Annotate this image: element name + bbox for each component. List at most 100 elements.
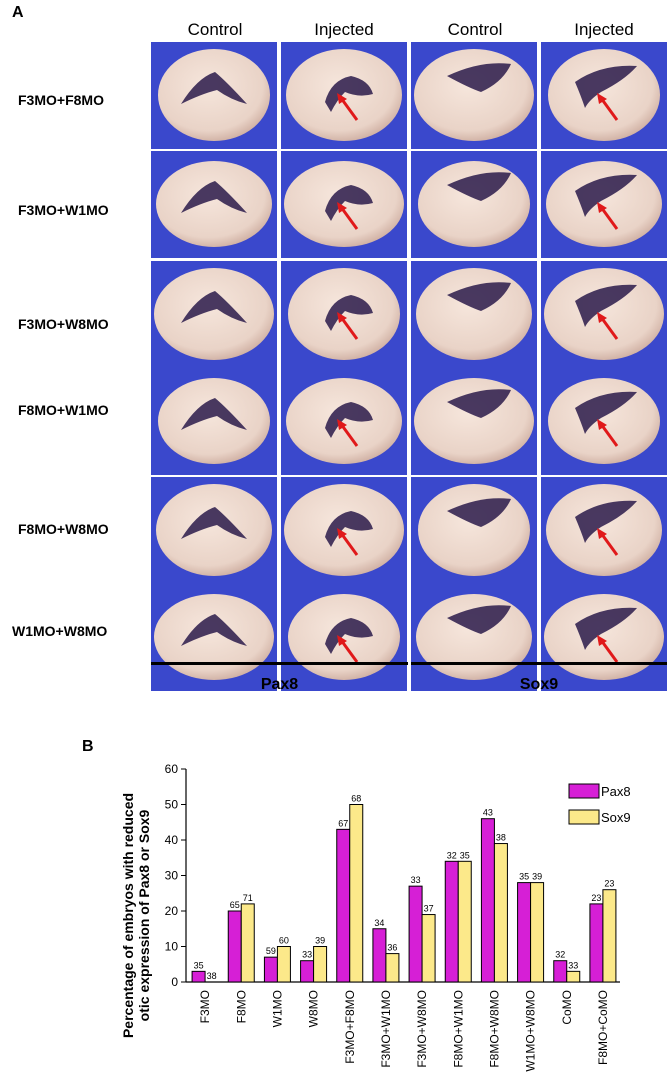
sox9-group-bracket	[411, 662, 667, 665]
bar-count-label: 32	[555, 950, 565, 960]
red-arrow-icon	[597, 93, 619, 121]
gene-expression-stain	[181, 614, 247, 646]
pax8-group-label: Pax8	[260, 676, 299, 693]
y-axis-label-line-2: otic expression of Pax8 or Sox9	[136, 809, 152, 1021]
bar-count-label: 23	[604, 879, 614, 889]
row-label-f8mo-w1mo: F8MO+W1MO	[18, 402, 109, 418]
embryo-photo	[281, 42, 407, 149]
red-arrow-icon	[597, 635, 619, 663]
bar-count-label: 43	[483, 808, 493, 818]
bar-pax8	[444, 860, 459, 983]
embryo	[156, 484, 272, 576]
x-tick-label: F8MO+W1MO	[451, 990, 465, 1068]
gene-expression-stain	[325, 402, 373, 438]
bar-sox9	[385, 953, 400, 983]
gene-expression-stain	[325, 185, 373, 221]
x-tick-label: F8MO	[234, 990, 248, 1023]
gene-expression-stain	[181, 72, 247, 104]
embryo-photo	[281, 151, 407, 258]
embryo-photo	[151, 261, 277, 368]
gene-expression-stain	[181, 398, 247, 430]
embryo-photo	[411, 42, 537, 149]
bar-count-label: 38	[207, 971, 217, 981]
embryo	[548, 49, 660, 141]
gene-expression-stain	[447, 389, 511, 418]
legend-swatch-pax8	[568, 783, 600, 799]
x-tick-label: F3MO+F8MO	[343, 990, 357, 1064]
bar-pax8	[480, 818, 495, 983]
gene-expression-stain	[181, 181, 247, 213]
embryo-photo	[541, 584, 667, 691]
embryo	[286, 49, 402, 141]
gene-expression-stain	[447, 605, 511, 634]
bar-pax8	[227, 910, 242, 983]
row-label-w1mo-w8mo: W1MO+W8MO	[12, 623, 108, 639]
embryo-photo	[151, 368, 277, 475]
x-tick-label: W1MO+W8MO	[524, 990, 538, 1072]
y-tick-label: 30	[165, 869, 179, 883]
embryo	[154, 268, 274, 360]
x-tick-label: F8MO+CoMO	[596, 990, 610, 1065]
y-tick-label: 20	[165, 904, 179, 918]
gene-expression-stain	[575, 607, 637, 650]
bar-sox9	[240, 903, 255, 983]
red-arrow-icon	[337, 419, 359, 447]
embryo-photo	[411, 477, 537, 584]
bar-pax8	[191, 970, 206, 983]
bar-count-label: 35	[460, 850, 470, 860]
embryo-photo	[541, 42, 667, 149]
bar-sox9	[457, 860, 472, 983]
embryo-photo	[411, 368, 537, 475]
row-label-f3mo-w1mo: F3MO+W1MO	[18, 202, 109, 218]
y-tick-label: 0	[171, 975, 178, 989]
embryo-photo	[151, 477, 277, 584]
column-header-sox9-control: Control	[447, 20, 503, 39]
bar-count-label: 39	[315, 936, 325, 946]
embryo	[416, 594, 532, 680]
gene-expression-stain	[181, 507, 247, 539]
panel-b-letter: B	[82, 738, 94, 755]
bar-sox9	[602, 889, 617, 983]
embryo	[546, 161, 662, 247]
bar-sox9	[313, 946, 328, 983]
embryo	[284, 161, 404, 247]
gene-expression-stain	[181, 291, 247, 323]
embryo	[156, 161, 272, 247]
bar-sox9	[421, 914, 436, 983]
red-arrow-icon	[337, 528, 359, 556]
row-label-f3mo-w8mo: F3MO+W8MO	[18, 316, 109, 332]
embryo-photo	[541, 368, 667, 475]
gene-expression-stain	[575, 500, 637, 543]
y-tick-label: 60	[165, 762, 179, 776]
embryo-photo	[151, 584, 277, 691]
gene-expression-stain	[325, 511, 373, 547]
column-header-pax8-control: Control	[187, 20, 243, 39]
embryo	[544, 268, 664, 360]
row-label-f3mo-f8mo: F3MO+F8MO	[18, 92, 104, 108]
red-arrow-icon	[597, 419, 619, 447]
bar-sox9	[349, 804, 364, 983]
embryo-photo	[411, 584, 537, 691]
embryo	[548, 378, 660, 464]
embryo	[418, 484, 530, 576]
gene-expression-stain	[575, 284, 637, 327]
bar-count-label: 33	[411, 875, 421, 885]
column-header-sox9-injected: Injected	[574, 20, 634, 39]
bar-count-label: 65	[230, 900, 240, 910]
legend-label-pax8: Pax8	[601, 784, 631, 799]
gene-expression-stain	[575, 391, 637, 434]
bar-count-label: 67	[338, 818, 348, 828]
bar-count-label: 35	[519, 872, 529, 882]
embryo	[288, 268, 400, 360]
embryo	[416, 268, 532, 360]
panel-a-letter: A	[12, 4, 24, 21]
embryo-photo	[541, 261, 667, 368]
red-arrow-icon	[337, 202, 359, 230]
bar-count-label: 33	[568, 960, 578, 970]
embryo	[414, 378, 534, 464]
gene-expression-stain	[447, 172, 511, 201]
x-tick-label: W8MO	[307, 990, 321, 1027]
y-tick-label: 50	[165, 798, 179, 812]
bar-count-label: 34	[374, 918, 384, 928]
embryo-photo	[281, 368, 407, 475]
